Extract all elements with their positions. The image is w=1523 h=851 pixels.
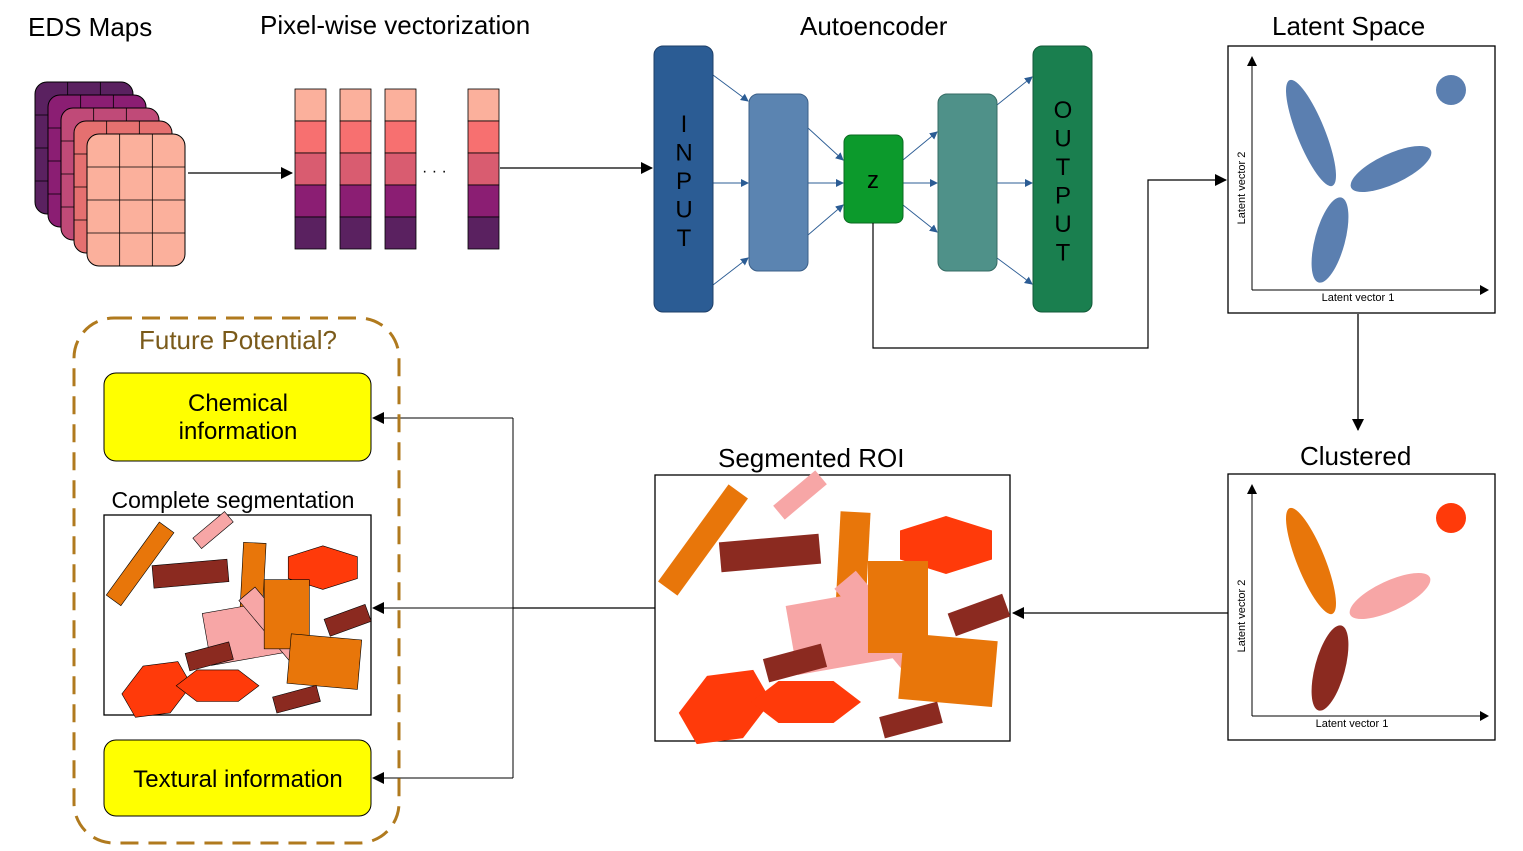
encoder-hidden-layer <box>748 93 809 272</box>
grain-12 <box>175 669 260 702</box>
pixel-vectors <box>294 88 500 250</box>
grain-13 <box>286 633 363 690</box>
arrow-z-to-latent-space <box>872 174 1227 349</box>
eds-map-stack <box>34 81 186 267</box>
network-connections <box>712 74 1033 286</box>
conn-h1-z-a <box>807 127 844 161</box>
roi-grain-shapes <box>658 470 1011 745</box>
vector-ellipsis: · · · <box>422 163 447 180</box>
clustered-x-arrowhead <box>1480 711 1489 721</box>
output-letters-2: U <box>1054 126 1071 153</box>
input-letters-5: T <box>677 225 692 252</box>
grain-5 <box>287 545 358 590</box>
conn-h2-out-c <box>996 257 1033 285</box>
textural-info-label: Textural information <box>133 766 342 793</box>
output-letters-5: U <box>1054 211 1071 238</box>
grain-3 <box>718 533 822 573</box>
output-letters-1: O <box>1054 97 1073 124</box>
grain-14 <box>272 685 321 714</box>
grain-11 <box>184 641 234 672</box>
grain-10 <box>121 661 192 718</box>
z-label: z <box>867 167 879 194</box>
grain-9 <box>323 603 372 637</box>
latent-space-title: Latent Space <box>1272 11 1425 41</box>
pixel-vector-2 <box>339 88 372 250</box>
input-letters-4: U <box>675 197 692 224</box>
grain-10 <box>678 669 772 745</box>
chemical-info-line2: information <box>179 418 298 445</box>
autoencoder-title: Autoencoder <box>800 11 948 41</box>
latent-cluster-4 <box>1436 75 1466 105</box>
clustered-plot: Latent vector 1 Latent vector 2 <box>1227 473 1496 741</box>
grain-13 <box>898 633 998 707</box>
segmented-roi-title: Segmented ROI <box>718 443 904 473</box>
latent-x-arrowhead <box>1480 285 1489 295</box>
cluster-maroon <box>1311 625 1349 711</box>
latent-y-label: Latent vector 2 <box>1236 152 1248 225</box>
output-letters-6: T <box>1056 240 1071 267</box>
textural-info-box <box>103 739 372 817</box>
future-potential-panel: Future Potential? Chemical information C… <box>72 316 401 845</box>
conn-h2-out-a <box>996 76 1033 106</box>
grain-2 <box>192 511 234 549</box>
latent-cluster-2 <box>1350 145 1432 193</box>
output-letters-3: T <box>1056 154 1071 181</box>
conn-z-h2-c <box>902 204 938 233</box>
grain-1 <box>658 484 748 596</box>
eds-maps-title: EDS Maps <box>28 12 152 42</box>
segmented-roi <box>654 470 1011 745</box>
conn-h1-z-c <box>807 204 844 236</box>
latent-y-arrowhead <box>1247 56 1257 66</box>
chemical-info-line1: Chemical <box>188 390 288 417</box>
grain-5 <box>900 516 992 574</box>
input-layer <box>653 45 714 313</box>
clustered-y-label: Latent vector 2 <box>1236 580 1248 653</box>
input-letters-1: I <box>681 111 688 138</box>
cluster-red <box>1436 503 1466 533</box>
future-potential-title: Future Potential? <box>139 325 337 355</box>
latent-cluster-1 <box>1286 79 1336 187</box>
decoder-hidden-layer <box>937 93 998 272</box>
pixel-vectorization-title: Pixel-wise vectorization <box>260 10 530 40</box>
pixel-vector-4 <box>467 88 500 250</box>
latent-cluster-3 <box>1311 197 1349 283</box>
grain-12 <box>751 681 861 723</box>
future-title-bg <box>118 326 358 354</box>
grain-11 <box>762 643 828 683</box>
output-layer <box>1032 45 1093 313</box>
clustered-x-label: Latent vector 1 <box>1316 718 1389 730</box>
conn-in-h1-a <box>712 74 749 102</box>
grain-3 <box>151 558 230 589</box>
eds-map-layer-5 <box>86 133 186 267</box>
clustered-y-arrowhead <box>1247 484 1257 494</box>
grain-2 <box>773 470 827 520</box>
input-letters-2: N <box>675 140 692 167</box>
clustered-title: Clustered <box>1300 441 1411 471</box>
conn-z-h2-a <box>902 131 938 161</box>
latent-x-label: Latent vector 1 <box>1322 292 1395 304</box>
complete-segmentation-title: Complete segmentation <box>112 487 355 513</box>
grain-14 <box>879 701 943 739</box>
grain-9 <box>947 593 1011 637</box>
conn-in-h1-c <box>712 257 749 286</box>
cluster-pink <box>1349 572 1431 620</box>
pixel-vector-1 <box>294 88 327 250</box>
latent-space-plot: Latent vector 1 Latent vector 2 <box>1227 45 1496 314</box>
input-letters-3: P <box>676 168 692 195</box>
output-letters-4: P <box>1055 183 1071 210</box>
pixel-vector-3 <box>384 88 417 250</box>
grain-1 <box>105 521 175 607</box>
future-potential-border <box>72 316 401 845</box>
complete-segmentation-shapes <box>105 511 372 718</box>
cluster-orange <box>1286 507 1336 615</box>
chemical-info-box <box>103 372 372 462</box>
